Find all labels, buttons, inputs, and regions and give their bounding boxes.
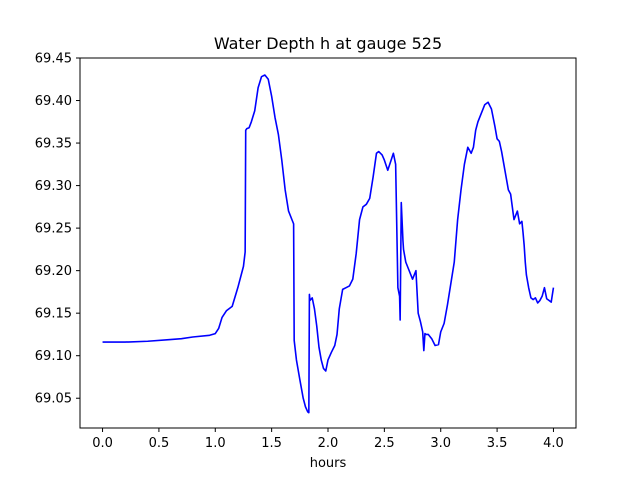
y-tick-label: 69.10 xyxy=(35,349,72,364)
x-tick-label: 2.0 xyxy=(318,436,339,451)
y-tick-label: 69.20 xyxy=(35,264,72,279)
x-tick-label: 0.0 xyxy=(92,436,113,451)
x-tick-label: 2.5 xyxy=(374,436,395,451)
y-tick-label: 69.30 xyxy=(35,179,72,194)
y-tick-label: 69.40 xyxy=(35,94,72,109)
y-tick-label: 69.05 xyxy=(35,392,72,407)
y-tick-label: 69.45 xyxy=(35,52,72,67)
x-tick-label: 1.0 xyxy=(205,436,226,451)
x-tick-label: 3.0 xyxy=(430,436,451,451)
plot-frame xyxy=(79,57,577,429)
y-tick-label: 69.15 xyxy=(35,307,72,322)
y-tick-label: 69.35 xyxy=(35,137,72,152)
x-axis-label: hours xyxy=(310,456,347,471)
x-tick-label: 4.0 xyxy=(543,436,564,451)
plot-area xyxy=(102,74,555,414)
series-line-0 xyxy=(102,74,555,414)
axis-ticks: 0.0 0.5 1.0 1.5 2.0 2.5 3.0 3.5 4.0 69.05 69.10 69.… xyxy=(35,52,564,452)
x-tick-label: 1.5 xyxy=(261,436,282,451)
y-tick-label: 69.25 xyxy=(35,222,72,237)
chart-title: Water Depth h at gauge 525 xyxy=(214,34,442,53)
x-tick-label: 0.5 xyxy=(149,436,170,451)
x-tick-label: 3.5 xyxy=(487,436,508,451)
